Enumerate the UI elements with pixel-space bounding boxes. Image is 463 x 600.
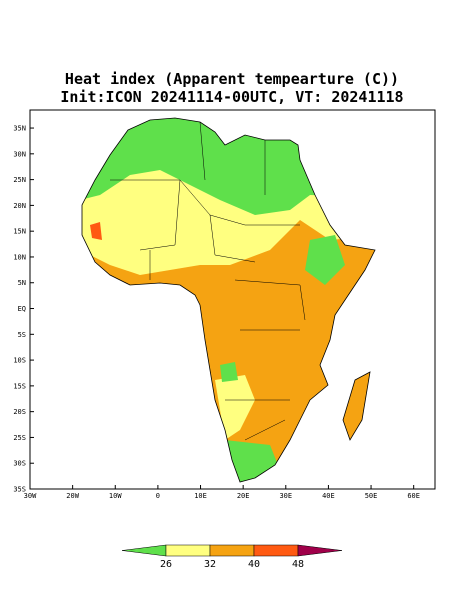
border bbox=[110, 121, 306, 441]
coastline bbox=[342, 371, 371, 441]
heat-region bbox=[90, 222, 102, 240]
title-line: Heat index (Apparent tempearture (C)) bbox=[65, 70, 399, 88]
colorbar-label: 32 bbox=[204, 559, 216, 570]
y-tick-label: 20S bbox=[13, 408, 26, 416]
x-tick-label: 0 bbox=[156, 492, 160, 500]
y-tick-label: 20N bbox=[13, 202, 26, 210]
y-tick-label: 5S bbox=[18, 331, 26, 339]
x-tick-label: 10W bbox=[109, 492, 122, 500]
y-tick-label: 10N bbox=[13, 253, 26, 261]
x-tick-label: 60E bbox=[407, 492, 420, 500]
y-tick-label: 15S bbox=[13, 382, 26, 390]
x-tick-label: 50E bbox=[365, 492, 378, 500]
y-tick-label: 30S bbox=[13, 460, 26, 468]
map-area bbox=[29, 109, 436, 490]
colorbar-segment bbox=[297, 544, 343, 557]
x-tick-label: 40E bbox=[322, 492, 335, 500]
x-tick-label: 20W bbox=[66, 492, 79, 500]
heat-region bbox=[215, 375, 255, 440]
x-tick-label: 30W bbox=[24, 492, 37, 500]
colorbar-segment bbox=[209, 544, 255, 557]
colorbar-label: 48 bbox=[292, 559, 304, 570]
y-tick-label: 35N bbox=[13, 125, 26, 133]
map-frame bbox=[29, 109, 436, 490]
axes: 30W 20W 10W 0 10E 20E 30E 40E 50E 60E 35N 30N 25N 20N… bbox=[13, 125, 420, 500]
colorbar-label: 26 bbox=[160, 559, 172, 570]
heat-region bbox=[343, 372, 370, 440]
y-tick-label: 15N bbox=[13, 228, 26, 236]
colorbar-segment bbox=[121, 544, 167, 557]
colorbar-segment bbox=[165, 544, 211, 557]
x-tick-label: 20E bbox=[237, 492, 250, 500]
heat-region bbox=[220, 362, 238, 382]
y-tick-label: 35S bbox=[13, 486, 26, 494]
y-tick-label: 30N bbox=[13, 150, 26, 158]
heat-region bbox=[305, 235, 345, 285]
colorbar-segment bbox=[253, 544, 299, 557]
y-tick-label: 25N bbox=[13, 176, 26, 184]
y-tick-label: EQ bbox=[18, 305, 26, 313]
y-tick-label: 5N bbox=[18, 279, 26, 287]
coastline bbox=[81, 117, 376, 483]
colorbar-label: 40 bbox=[248, 559, 260, 570]
colorbar: 26 32 40 48 bbox=[121, 544, 343, 570]
x-tick-label: 30E bbox=[279, 492, 292, 500]
y-tick-label: 25S bbox=[13, 434, 26, 442]
title-line: Init:ICON 20241114-00UTC, VT: 20241118 bbox=[60, 88, 403, 106]
x-tick-label: 10E bbox=[194, 492, 207, 500]
y-tick-label: 10S bbox=[13, 357, 26, 365]
